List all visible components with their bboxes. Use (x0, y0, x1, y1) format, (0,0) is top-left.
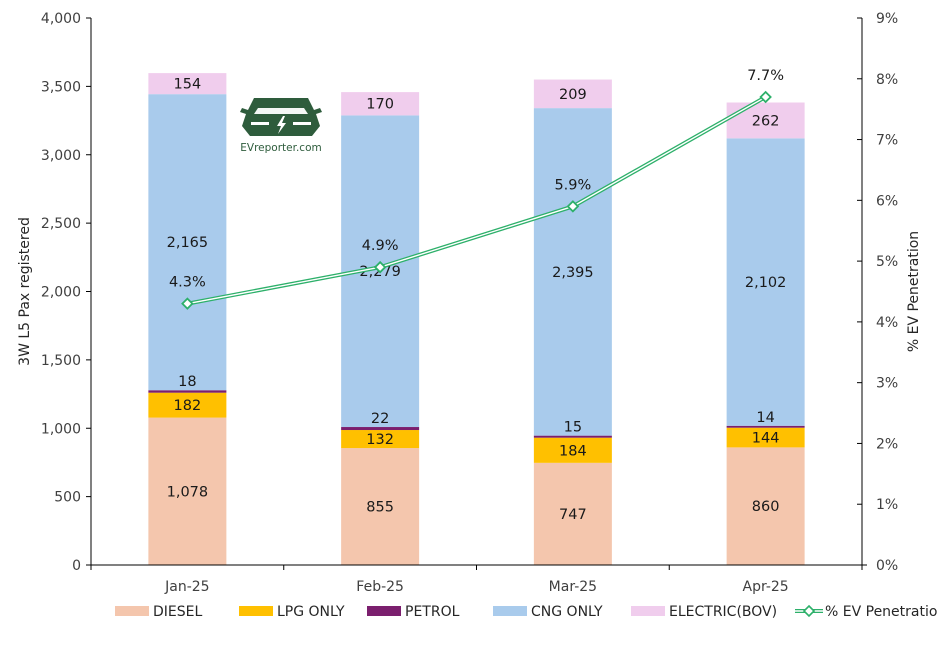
bar-data-label: 132 (366, 432, 394, 448)
car-lightning-icon (240, 98, 322, 136)
bar-data-label: 182 (174, 398, 202, 414)
ev-penetration-marker (566, 200, 580, 213)
bar-data-label: 747 (559, 507, 587, 523)
bar-data-label: 209 (559, 87, 587, 103)
bar-electric-bov--apr-25 (726, 102, 805, 139)
ev-penetration-marker (373, 260, 387, 274)
legend-label: DIESEL (153, 604, 202, 620)
y-axis-title-left: 3W L5 Pax registered (17, 217, 33, 366)
y-tick-label-left: 1,000 (41, 421, 81, 437)
y-tick-label-left: 500 (54, 490, 81, 506)
y-tick-label-left: 3,500 (41, 79, 81, 95)
y-tick-label-left: 4,000 (41, 11, 81, 27)
y-tick-label-right: 3% (876, 376, 898, 392)
y-tick-label-right: 4% (876, 315, 898, 331)
bar-diesel-apr-25 (726, 447, 805, 565)
y-tick-label-left: 2,500 (41, 216, 81, 232)
legend-label: PETROL (405, 604, 460, 620)
ev-penetration-data-label: 4.9% (362, 238, 399, 254)
y-tick-label-right: 0% (876, 558, 898, 574)
legend-label: ELECTRIC(BOV) (669, 604, 777, 620)
bar-cng-only-apr-25 (726, 138, 805, 426)
ev-penetration-data-label: 5.9% (554, 177, 591, 193)
bar-labels-group: 1,078182182,165154855132222,279170747184… (167, 77, 787, 523)
ev-penetration-marker (759, 90, 772, 104)
legend: DIESEL LPG ONLY PETROL CNG ONLY ELECTRIC(BOV… (115, 604, 937, 620)
ev-penetration-marker (181, 297, 194, 310)
y-tick-label-right: 7% (876, 133, 898, 149)
bar-data-label: 15 (564, 420, 582, 436)
bar-data-label: 2,165 (167, 235, 209, 251)
bar-petrol-apr-25 (726, 425, 805, 428)
legend-swatch-cng-only (493, 606, 527, 616)
bar-data-label: 154 (174, 77, 202, 93)
x-tick-label: Mar-25 (549, 579, 597, 595)
legend-swatch-lpg-only (239, 606, 273, 616)
ev-penetration-data-label: 7.7% (747, 68, 784, 84)
legend-swatch-ev-marker (802, 604, 816, 618)
bar-data-label: 170 (366, 97, 394, 113)
bar-electric-bov--mar-25 (533, 79, 612, 109)
bar-data-label: 18 (178, 374, 196, 390)
bar-data-label: 14 (756, 410, 774, 426)
watermark-text: EVreporter.com (240, 142, 321, 154)
y-tick-label-right: 1% (876, 497, 898, 513)
bar-diesel-jan-25 (148, 417, 227, 565)
ev-penetration-line-group: 4.3% 4.9% 5.9% 7.7% (169, 68, 784, 310)
legend-swatch-petrol (367, 606, 401, 616)
y-tick-label-right: 2% (876, 436, 898, 452)
bar-data-label: 855 (366, 500, 394, 516)
y-axis-title-right: % EV Penetration (906, 231, 922, 352)
bar-petrol-mar-25 (533, 435, 612, 438)
y-tick-label-left: 1,500 (41, 353, 81, 369)
legend-swatch-diesel (115, 606, 149, 616)
y-tick-label-right: 6% (876, 193, 898, 209)
bar-cng-only-mar-25 (533, 108, 612, 436)
x-tick-label: Jan-25 (164, 579, 209, 595)
y-tick-label-right: 8% (876, 72, 898, 88)
legend-swatch-electric-bov- (631, 606, 665, 616)
legend-label: CNG ONLY (531, 604, 603, 620)
bar-electric-bov--jan-25 (148, 73, 227, 95)
y-tick-label-left: 0 (72, 558, 81, 574)
bar-diesel-feb-25 (341, 448, 420, 565)
ev-penetration-data-label: 4.3% (169, 275, 206, 291)
legend-label: % EV Penetration (825, 604, 937, 620)
y-tick-label-right: 9% (876, 11, 898, 27)
y-tick-label-right: 5% (876, 254, 898, 270)
bar-data-label: 1,078 (167, 484, 209, 500)
ev-penetration-line-inner (187, 96, 766, 305)
bar-data-label: 2,102 (745, 275, 787, 291)
bar-cng-only-jan-25 (148, 94, 227, 391)
bar-diesel-mar-25 (533, 462, 612, 565)
axes-group: 0 500 1,000 1,500 2,000 2,500 3,000 3,500 4,000 0… (17, 11, 922, 595)
bar-electric-bov--feb-25 (341, 92, 420, 116)
bar-data-label: 860 (752, 499, 780, 515)
bar-lpg-only-mar-25 (533, 437, 612, 463)
bar-data-label: 2,395 (552, 265, 594, 281)
bar-data-label: 144 (752, 431, 780, 447)
y-tick-label-left: 2,000 (41, 285, 81, 301)
bar-lpg-only-apr-25 (726, 427, 805, 448)
bar-lpg-only-feb-25 (341, 430, 420, 449)
bar-petrol-feb-25 (341, 427, 420, 431)
y-tick-label-left: 3,000 (41, 148, 81, 164)
x-tick-label: Feb-25 (356, 579, 404, 595)
bar-data-label: 22 (371, 411, 389, 427)
watermark-logo: EVreporter.com (240, 98, 322, 154)
x-tick-label: Apr-25 (743, 579, 789, 595)
bar-data-label: 184 (559, 443, 587, 459)
bar-petrol-jan-25 (148, 390, 227, 393)
bar-lpg-only-jan-25 (148, 392, 227, 418)
bar-data-label: 262 (752, 113, 780, 129)
legend-label: LPG ONLY (277, 604, 345, 620)
